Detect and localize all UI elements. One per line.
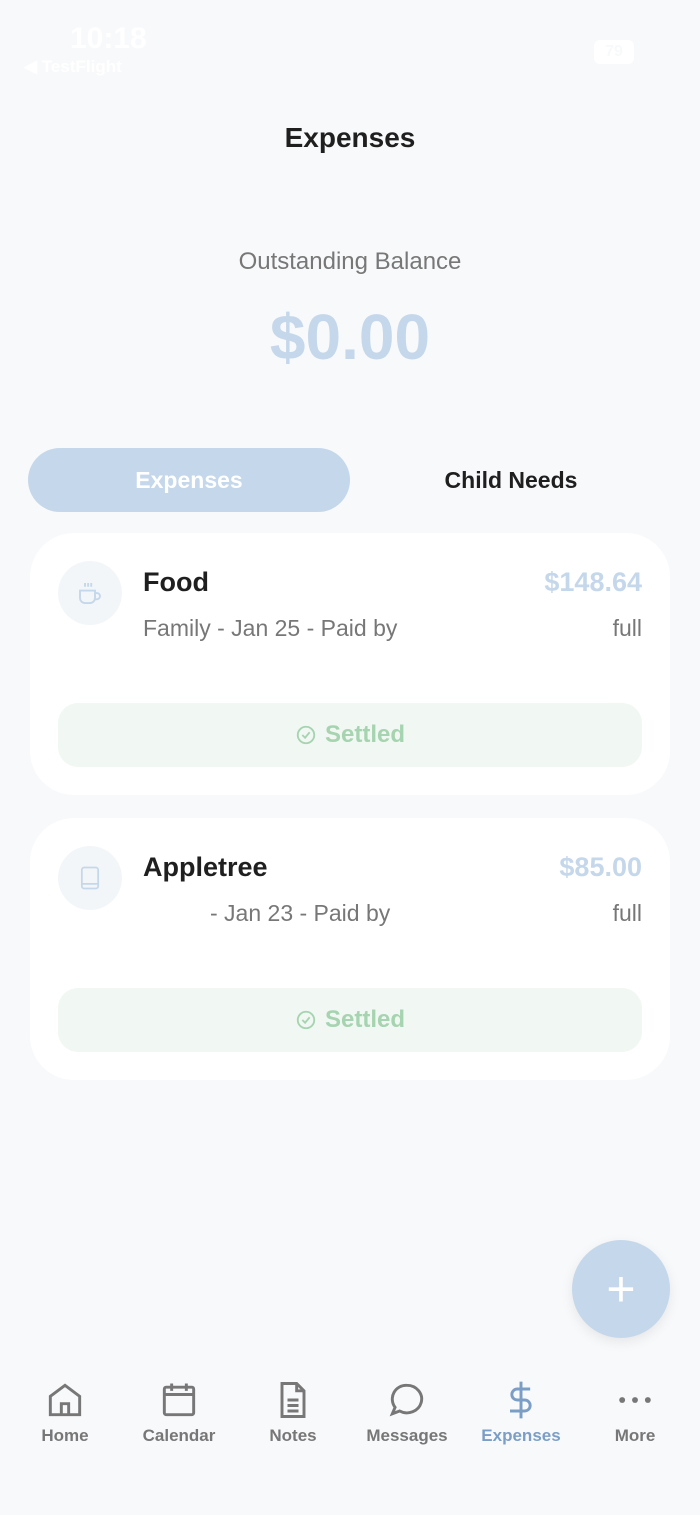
settled-label: Settled: [324, 1006, 405, 1033]
check-circle-icon: [296, 1010, 316, 1030]
check-circle-icon: [296, 725, 316, 745]
expense-details: Family - Jan 25 - Paid by: [143, 615, 398, 641]
balance-value: $0.00: [269, 301, 431, 373]
notes-icon: [280, 1382, 306, 1418]
message-icon: [389, 1383, 424, 1417]
expense-split: full: [612, 615, 642, 641]
expense-amount: $148.64: [544, 567, 642, 597]
nav-label: Messages: [366, 1426, 448, 1445]
calendar-icon: [162, 1383, 196, 1417]
expense-split: full: [612, 900, 642, 926]
nav-more[interactable]: More: [578, 1370, 692, 1515]
expense-card[interactable]: Food $148.64 Family - Jan 25 - Paid by f…: [30, 533, 670, 795]
tab-expenses[interactable]: Expenses: [28, 448, 350, 512]
more-icon: [619, 1397, 651, 1403]
coffee-cup-icon: [58, 561, 122, 625]
settled-label: Settled: [324, 721, 405, 748]
nav-calendar[interactable]: Calendar: [122, 1370, 236, 1515]
home-icon: [48, 1383, 82, 1417]
nav-messages[interactable]: Messages: [350, 1370, 464, 1515]
add-expense-button[interactable]: +: [572, 1240, 670, 1338]
nav-label: Home: [41, 1426, 89, 1445]
dollar-icon: [510, 1381, 532, 1419]
settled-badge: Settled: [58, 988, 642, 1052]
nav-label: Notes: [269, 1426, 317, 1445]
balance-label: Outstanding Balance: [238, 248, 462, 275]
page-title: Expenses: [284, 122, 416, 153]
expense-amount: $85.00: [559, 852, 642, 882]
battery-icon: 79: [594, 40, 634, 64]
expense-name: Appletree: [143, 852, 268, 882]
book-icon: [58, 846, 122, 910]
tab-child-needs[interactable]: Child Needs: [444, 466, 578, 493]
expense-name: Food: [143, 567, 209, 597]
nav-notes[interactable]: Notes: [236, 1370, 350, 1515]
nav-label: More: [614, 1426, 656, 1445]
status-time: 10:18: [70, 22, 147, 55]
expense-card[interactable]: Appletree $85.00 - Jan 23 - Paid by full…: [30, 818, 670, 1080]
nav-expenses[interactable]: Expenses: [464, 1370, 578, 1515]
segmented-tabs: Expenses Child Needs: [28, 448, 672, 512]
back-to-testflight[interactable]: ◀ TestFlight: [24, 57, 122, 76]
nav-label: Expenses: [481, 1426, 561, 1445]
nav-home[interactable]: Home: [8, 1370, 122, 1515]
status-bar: 10:18 ◀ TestFlight 79: [0, 0, 700, 90]
expense-details: - Jan 23 - Paid by: [210, 900, 391, 926]
settled-badge: Settled: [58, 703, 642, 767]
bottom-nav: Home Calendar Notes Messages Expenses Mo…: [0, 1370, 700, 1515]
nav-label: Calendar: [142, 1426, 216, 1445]
